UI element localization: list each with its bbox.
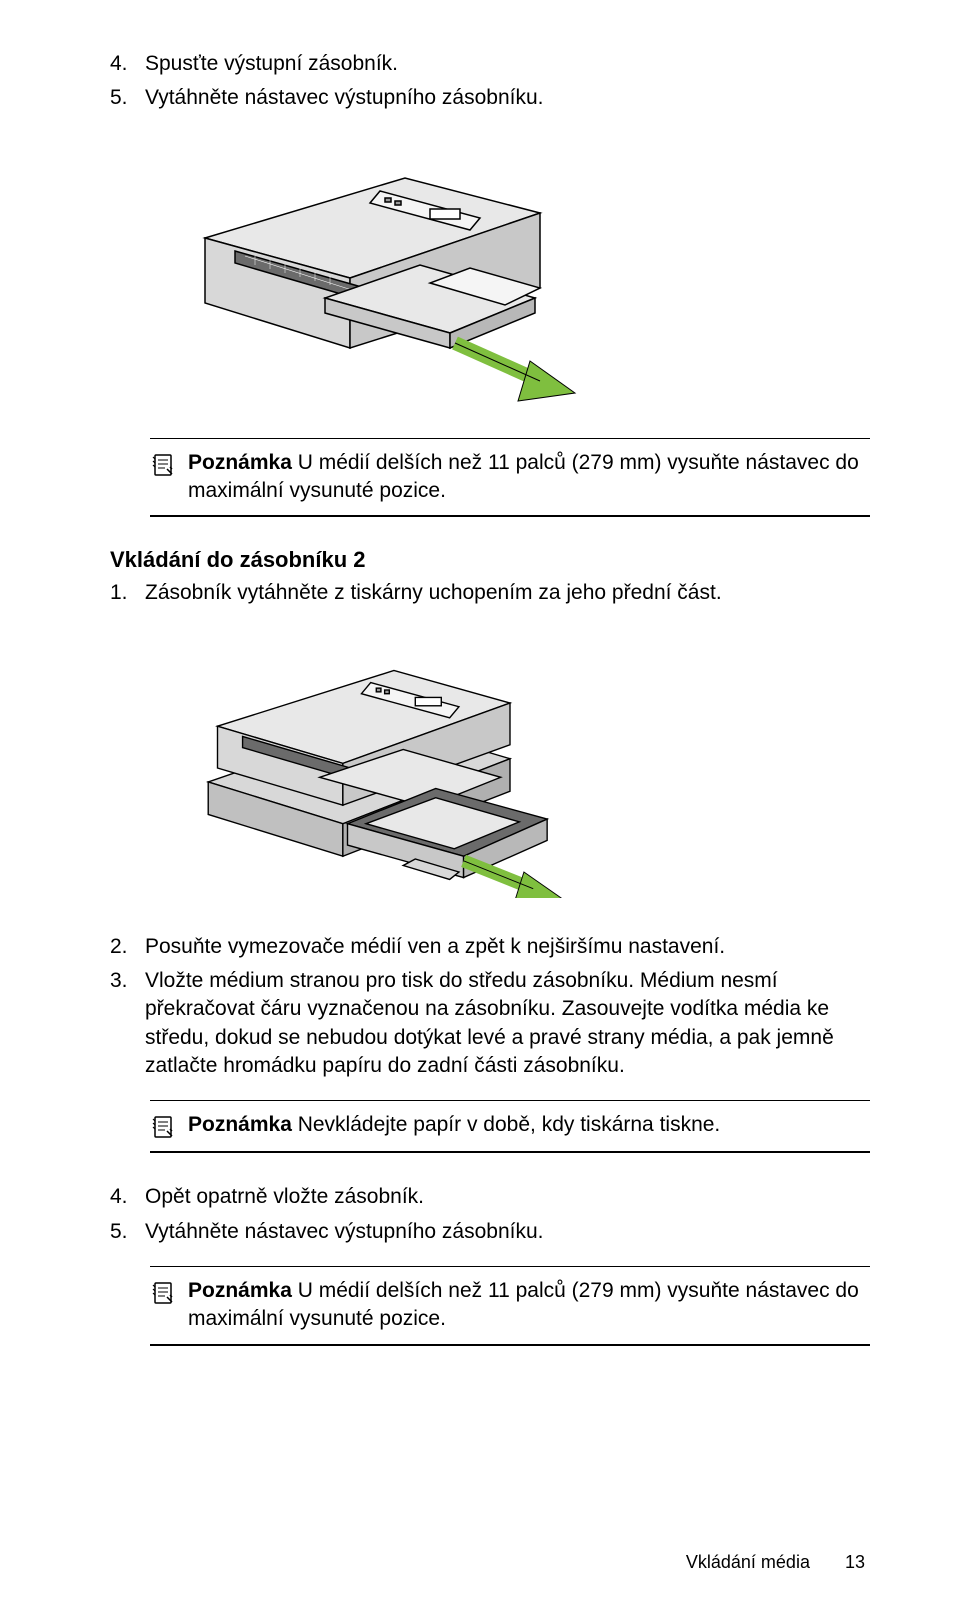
- list-item: 2. Posuňte vymezovače médií ven a zpět k…: [110, 933, 870, 961]
- list-item: 4. Opět opatrně vložte zásobník.: [110, 1183, 870, 1211]
- printer-figure-1: [170, 143, 870, 408]
- note-label: Poznámka: [188, 1113, 292, 1136]
- step-list-bottom: 4. Opět opatrně vložte zásobník. 5. Vytá…: [110, 1183, 870, 1246]
- list-item: 5. Vytáhněte nástavec výstupního zásobní…: [110, 84, 870, 112]
- arrow-icon: [455, 343, 575, 401]
- note-text: Nevkládejte papír v době, kdy tiskárna t…: [292, 1113, 720, 1136]
- step-number: 4.: [110, 50, 145, 78]
- note-icon: [150, 451, 178, 479]
- step-text: Vytáhněte nástavec výstupního zásobníku.: [145, 84, 870, 112]
- page-number: 13: [845, 1552, 865, 1572]
- list-item: 3. Vložte médium stranou pro tisk do stř…: [110, 967, 870, 1080]
- step-text: Vložte médium stranou pro tisk do středu…: [145, 967, 870, 1080]
- arrow-icon: [464, 861, 564, 898]
- step-list-top: 4. Spusťte výstupní zásobník. 5. Vytáhně…: [110, 50, 870, 113]
- step-number: 3.: [110, 967, 145, 1080]
- list-item: 4. Spusťte výstupní zásobník.: [110, 50, 870, 78]
- list-item: 1. Zásobník vytáhněte z tiskárny uchopen…: [110, 579, 870, 607]
- note-icon: [150, 1113, 178, 1141]
- note-icon: [150, 1279, 178, 1307]
- page-footer: Vkládání média 13: [686, 1552, 865, 1573]
- step-text: Spusťte výstupní zásobník.: [145, 50, 870, 78]
- printer-illustration: [170, 143, 590, 403]
- note-block: Poznámka Nevkládejte papír v době, kdy t…: [150, 1100, 870, 1153]
- step-number: 5.: [110, 1218, 145, 1246]
- note-label: Poznámka: [188, 451, 292, 474]
- step-number: 5.: [110, 84, 145, 112]
- note-content: Poznámka Nevkládejte papír v době, kdy t…: [188, 1111, 720, 1139]
- step-list-section2a: 1. Zásobník vytáhněte z tiskárny uchopen…: [110, 579, 870, 607]
- step-text: Zásobník vytáhněte z tiskárny uchopením …: [145, 579, 870, 607]
- step-number: 1.: [110, 579, 145, 607]
- note-block: Poznámka U médií delších než 11 palců (2…: [150, 438, 870, 518]
- footer-label: Vkládání média: [686, 1552, 810, 1572]
- note-label: Poznámka: [188, 1279, 292, 1302]
- note-block: Poznámka U médií delších než 11 palců (2…: [150, 1266, 870, 1346]
- step-number: 2.: [110, 933, 145, 961]
- printer-figure-2: [170, 638, 870, 903]
- step-number: 4.: [110, 1183, 145, 1211]
- step-text: Posuňte vymezovače médií ven a zpět k ne…: [145, 933, 870, 961]
- printer-illustration-2: [170, 638, 590, 898]
- step-text: Vytáhněte nástavec výstupního zásobníku.: [145, 1218, 870, 1246]
- list-item: 5. Vytáhněte nástavec výstupního zásobní…: [110, 1218, 870, 1246]
- step-list-section2b: 2. Posuňte vymezovače médií ven a zpět k…: [110, 933, 870, 1081]
- section-heading: Vkládání do zásobníku 2: [110, 547, 870, 573]
- note-content: Poznámka U médií delších než 11 palců (2…: [188, 449, 865, 506]
- note-content: Poznámka U médií delších než 11 palců (2…: [188, 1277, 865, 1334]
- step-text: Opět opatrně vložte zásobník.: [145, 1183, 870, 1211]
